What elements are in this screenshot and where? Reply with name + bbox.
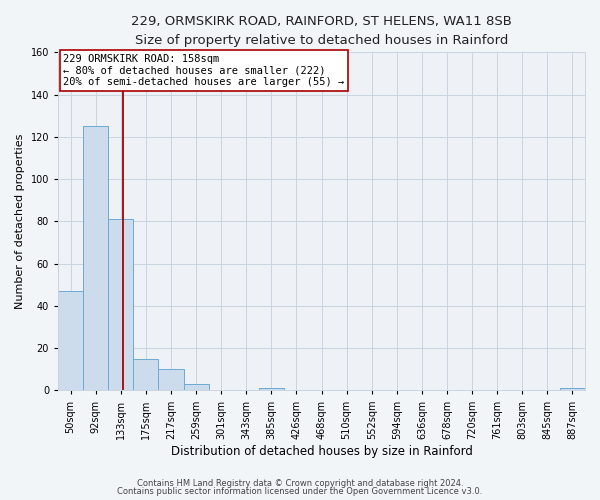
X-axis label: Distribution of detached houses by size in Rainford: Distribution of detached houses by size … — [170, 444, 472, 458]
Bar — [133, 358, 158, 390]
Bar — [83, 126, 108, 390]
Text: 229 ORMSKIRK ROAD: 158sqm
← 80% of detached houses are smaller (222)
20% of semi: 229 ORMSKIRK ROAD: 158sqm ← 80% of detac… — [64, 54, 344, 87]
Bar — [184, 384, 209, 390]
Bar — [58, 291, 83, 390]
Text: Contains HM Land Registry data © Crown copyright and database right 2024.: Contains HM Land Registry data © Crown c… — [137, 478, 463, 488]
Bar — [158, 370, 184, 390]
Bar — [108, 220, 133, 390]
Y-axis label: Number of detached properties: Number of detached properties — [15, 134, 25, 309]
Text: Contains public sector information licensed under the Open Government Licence v3: Contains public sector information licen… — [118, 487, 482, 496]
Title: 229, ORMSKIRK ROAD, RAINFORD, ST HELENS, WA11 8SB
Size of property relative to d: 229, ORMSKIRK ROAD, RAINFORD, ST HELENS,… — [131, 15, 512, 47]
Bar — [259, 388, 284, 390]
Bar — [560, 388, 585, 390]
